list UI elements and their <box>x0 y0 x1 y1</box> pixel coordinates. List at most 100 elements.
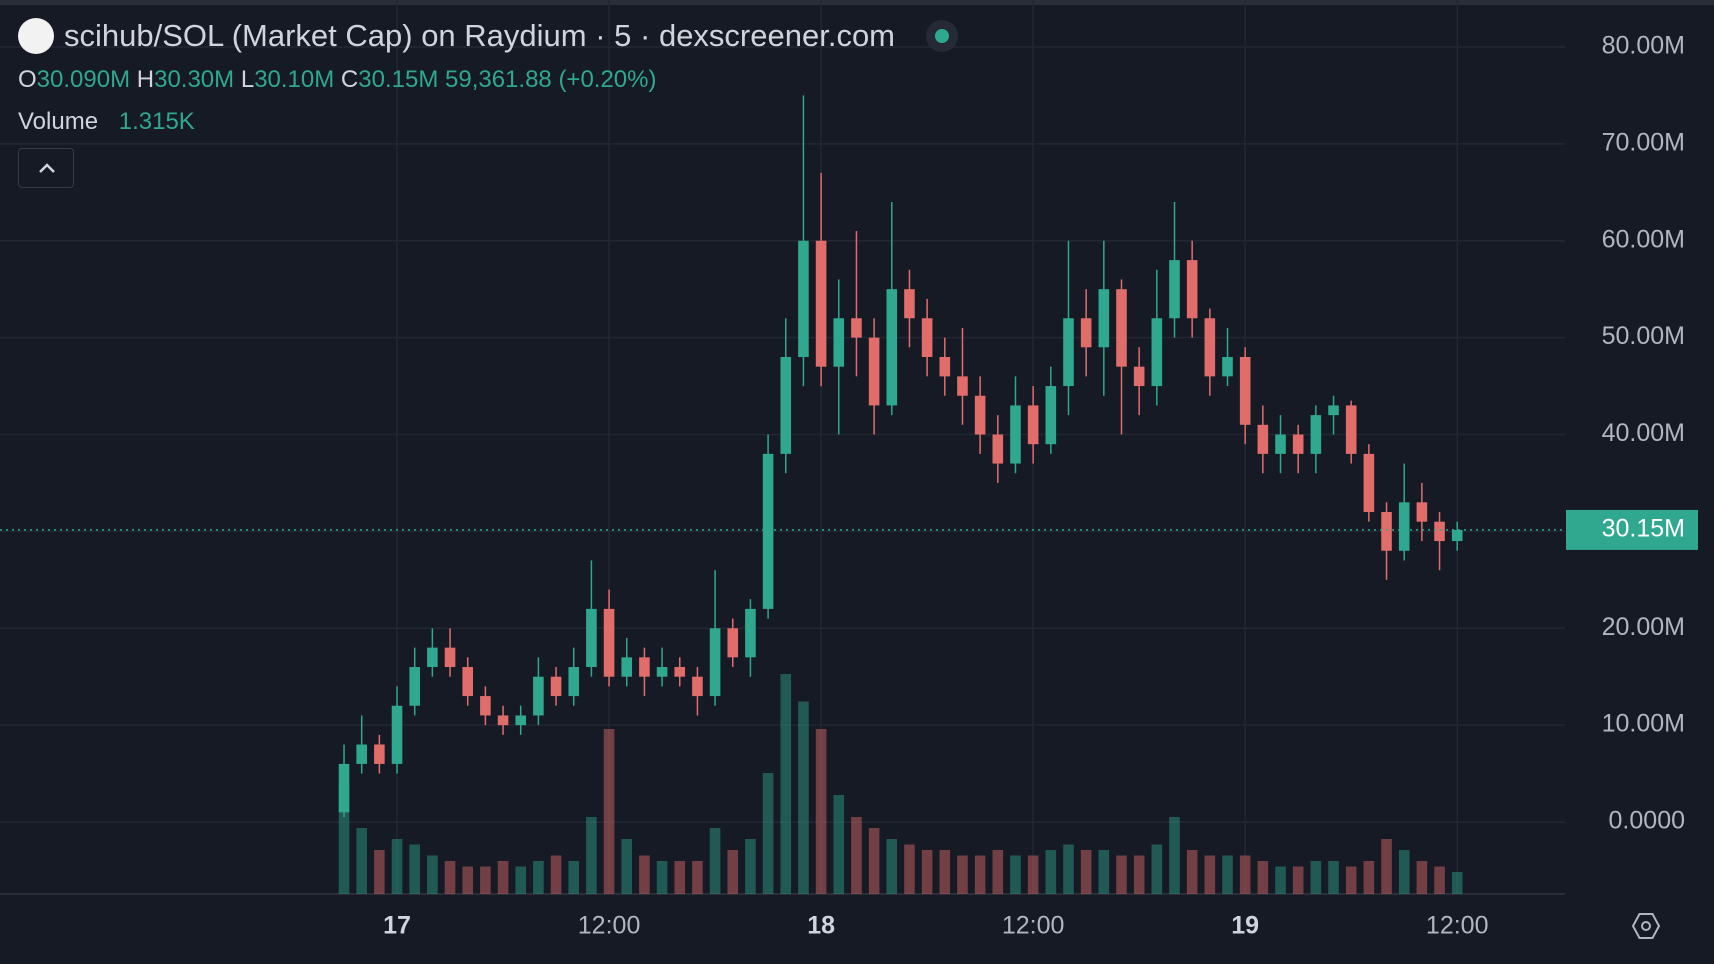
volume-bar <box>480 866 491 894</box>
candle-body <box>480 696 491 716</box>
volume-bar <box>1257 861 1269 894</box>
candle-body <box>833 318 845 367</box>
volume-bar <box>1416 861 1428 894</box>
volume-bar <box>568 861 580 894</box>
volume-bar <box>1398 850 1410 894</box>
volume-bar <box>709 828 721 894</box>
volume-bar <box>356 828 367 894</box>
volume-bar <box>550 855 562 894</box>
header: scihub/SOL (Market Cap) on Raydium · 5 ·… <box>18 18 950 54</box>
volume-bar <box>515 866 527 894</box>
candle-body <box>409 667 421 706</box>
volume-bar <box>1063 844 1074 894</box>
volume-label: Volume <box>18 108 99 135</box>
volume-bar <box>1027 855 1039 894</box>
x-tick-label: 12:00 <box>1426 912 1489 940</box>
candle-body <box>1292 434 1304 454</box>
candle-body <box>1045 386 1057 445</box>
volume-bar <box>886 839 898 894</box>
top-border <box>0 0 1714 5</box>
candle-body <box>1027 405 1039 445</box>
volume-bar <box>1381 839 1392 894</box>
candle-body <box>957 376 968 396</box>
settings-icon <box>1631 913 1661 939</box>
volume-bar <box>974 855 986 894</box>
x-tick-label: 18 <box>807 912 835 940</box>
volume-bar <box>497 861 509 894</box>
candle-body <box>798 240 809 357</box>
settings-button[interactable] <box>1631 913 1661 939</box>
volume-bar <box>762 773 774 894</box>
volume-bar <box>1222 855 1233 894</box>
candle-body <box>1398 502 1410 551</box>
open-value: 30.090M <box>36 66 131 93</box>
candle-body <box>1116 289 1127 367</box>
close-value: 30.15M <box>358 66 439 93</box>
y-tick-label: 20.00M <box>1602 613 1685 641</box>
h-label: H <box>136 66 155 93</box>
candle-body <box>462 667 474 697</box>
volume-bar <box>1345 866 1357 894</box>
y-tick-label: 10.00M <box>1602 710 1685 738</box>
candle-body <box>727 628 739 658</box>
low-value: 30.10M <box>254 66 335 93</box>
y-tick-label: 0.0000 <box>1609 807 1685 835</box>
candle-body <box>992 434 1004 464</box>
volume-bar <box>868 828 880 894</box>
x-tick-label: 19 <box>1231 912 1259 940</box>
volume-bar <box>833 795 845 894</box>
candle-body <box>974 395 986 435</box>
collapse-button[interactable] <box>18 148 74 188</box>
candle-body <box>444 647 456 668</box>
volume-bar <box>656 861 668 894</box>
volume-bar <box>815 729 827 894</box>
x-tick-label: 12:00 <box>578 912 641 940</box>
candle-body <box>1451 529 1463 542</box>
volume-bar <box>1275 866 1286 894</box>
candle-body <box>851 318 862 338</box>
candle-body <box>1328 405 1339 416</box>
candle-body <box>656 667 668 677</box>
volume-bar <box>1010 855 1021 894</box>
candle-body <box>709 628 721 697</box>
settings-icon-center <box>1641 921 1651 931</box>
candle-body <box>1133 366 1145 387</box>
candle-body <box>621 657 633 677</box>
candle-body <box>497 715 509 726</box>
candle-body <box>1010 405 1021 464</box>
candle-body <box>1257 424 1269 454</box>
ohlc-row: O30.090M H30.30M L30.10M C30.15M 59,361.… <box>18 66 657 94</box>
volume-bar <box>409 844 421 894</box>
candle-body <box>1063 318 1074 387</box>
candle-body <box>674 667 686 677</box>
candle-body <box>1310 415 1322 454</box>
candle-body <box>639 657 650 677</box>
l-label: L <box>240 66 255 93</box>
y-tick-label: 40.00M <box>1602 419 1685 447</box>
o-label: O <box>18 66 37 93</box>
candle-body <box>1151 318 1163 387</box>
volume-bar <box>674 861 686 894</box>
volume-bar <box>533 861 544 894</box>
candle-body <box>745 608 756 658</box>
candle-body <box>921 318 933 357</box>
candle-body <box>1186 260 1198 319</box>
volume-bar <box>444 861 456 894</box>
candle-body <box>1275 434 1286 454</box>
volume-bar <box>904 844 915 894</box>
volume-bar <box>1363 861 1375 894</box>
y-tick-label: 60.00M <box>1602 225 1685 253</box>
volume-bar <box>939 850 951 894</box>
volume-bar <box>1080 850 1092 894</box>
volume-bar <box>603 729 615 894</box>
candle-body <box>1169 260 1180 319</box>
volume-bar <box>1151 844 1163 894</box>
candle-body <box>533 676 544 716</box>
volume-bar <box>992 850 1004 894</box>
volume-bar <box>1328 861 1339 894</box>
candle-body <box>338 763 350 813</box>
volume-bar <box>1116 855 1127 894</box>
volume-bar <box>851 817 862 894</box>
